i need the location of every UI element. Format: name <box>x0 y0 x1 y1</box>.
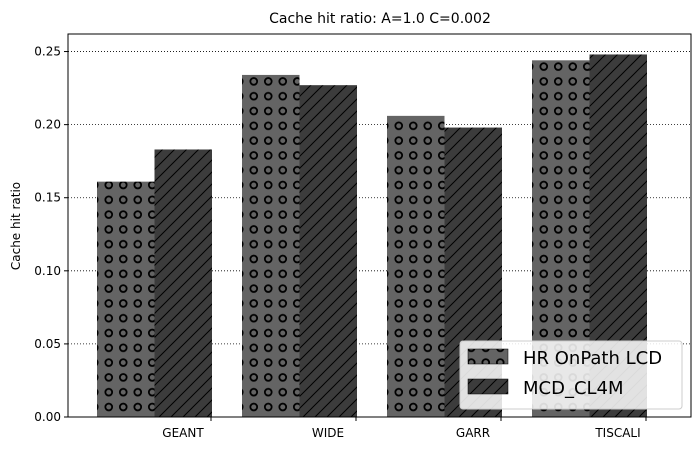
x-tick-label: GARR <box>456 426 490 440</box>
y-tick-label: 0.10 <box>34 264 61 278</box>
bar-geant-series-1 <box>97 181 155 417</box>
bar-wide-series-1 <box>242 74 300 417</box>
y-tick-label: 0.15 <box>34 191 61 205</box>
chart-title: Cache hit ratio: A=1.0 C=0.002 <box>269 11 491 27</box>
y-axis-ticks: 0.00 0.05 0.10 0.15 0.20 0.25 <box>34 45 68 424</box>
legend-box <box>459 340 683 410</box>
legend-label-mcd-cl4m: MCD_CL4M <box>523 378 624 399</box>
legend-swatch-mcd-cl4m <box>467 378 509 395</box>
y-tick-label: 0.25 <box>34 45 61 59</box>
y-tick-label: 0.00 <box>34 410 61 424</box>
y-axis-label: Cache hit ratio <box>9 182 23 270</box>
x-tick-label: WIDE <box>312 426 344 440</box>
legend-swatch-hr-onpath-lcd <box>467 348 509 365</box>
y-tick-label: 0.05 <box>34 337 61 351</box>
bar-geant-series-2 <box>154 149 212 417</box>
bar-wide-series-2 <box>299 85 357 417</box>
y-tick-label: 0.20 <box>34 118 61 132</box>
legend-label-hr-onpath-lcd: HR OnPath LCD <box>523 348 662 369</box>
x-tick-label: TISCALI <box>594 426 640 440</box>
x-tick-label: GEANT <box>162 426 204 440</box>
plot-frame <box>67 33 692 418</box>
legend: HR OnPath LCD MCD_CL4M <box>459 340 683 410</box>
x-axis-ticks: GEANT WIDE GARR TISCALI <box>162 417 647 440</box>
bar-garr-series-1 <box>387 115 445 417</box>
